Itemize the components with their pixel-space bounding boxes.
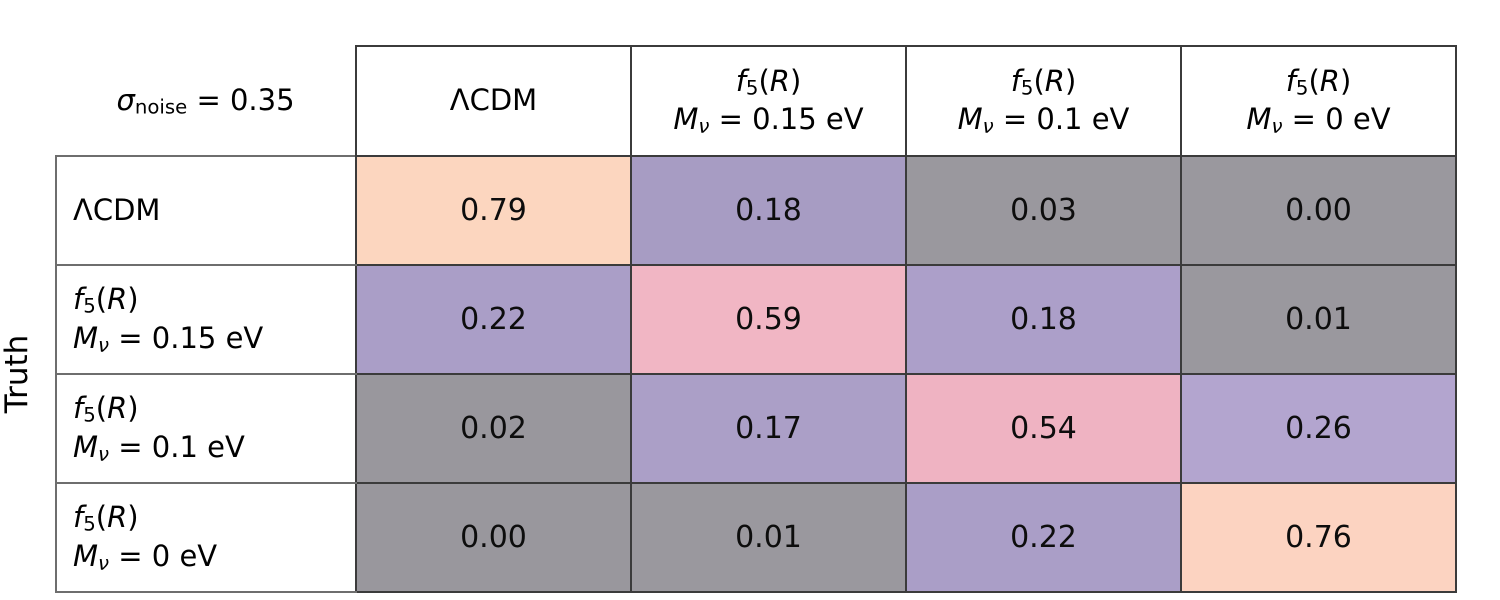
column-header-f5r-0ev: f5(R) Mν = 0 eV xyxy=(1180,45,1457,157)
row-header-line: f5(R) xyxy=(73,282,139,318)
matrix-cell-r2c1: 0.22 xyxy=(355,264,632,375)
row-header-f5r-015ev: f5(R) Mν = 0.15 eV xyxy=(55,264,357,375)
column-header-line: f5(R) xyxy=(1285,63,1352,100)
column-header-line: ΛCDM xyxy=(449,83,538,118)
row-header-line: Mν = 0 eV xyxy=(73,538,218,575)
matrix-cell-r4c4: 0.76 xyxy=(1180,482,1457,593)
row-header-line: ΛCDM xyxy=(73,192,161,227)
y-axis-label-truth: Truth xyxy=(0,334,35,414)
row-header-line: f5(R) xyxy=(73,391,139,427)
column-header-lcdm: ΛCDM xyxy=(355,45,632,157)
header-row: σnoise = 0.35 ΛCDM f5(R) Mν = 0.15 eV f5… xyxy=(56,45,1457,157)
matrix-cell-r3c2: 0.17 xyxy=(630,373,907,484)
column-header-f5r-01ev: f5(R) Mν = 0.1 eV xyxy=(905,45,1182,157)
noise-level-label: σnoise = 0.35 xyxy=(116,82,295,119)
row-header-line: Mν = 0.1 eV xyxy=(73,429,245,466)
matrix-cell-r3c1: 0.02 xyxy=(355,373,632,484)
column-header-line: f5(R) xyxy=(1010,63,1077,100)
row-header-f5r-0ev: f5(R) Mν = 0 eV xyxy=(55,482,357,593)
matrix-cell-r3c4: 0.26 xyxy=(1180,373,1457,484)
column-header-line: Mν = 0 eV xyxy=(1246,102,1391,138)
column-header-f5r-015ev: f5(R) Mν = 0.15 eV xyxy=(630,45,907,157)
matrix-cell-r2c2: 0.59 xyxy=(630,264,907,375)
matrix-row-f5r-015ev: f5(R) Mν = 0.15 eV 0.22 0.59 0.18 0.01 xyxy=(55,264,1457,375)
column-header-line: Mν = 0.1 eV xyxy=(957,102,1130,138)
matrix-cell-r4c2: 0.01 xyxy=(630,482,907,593)
matrix-cell-r3c3: 0.54 xyxy=(905,373,1182,484)
row-header-line: Mν = 0.15 eV xyxy=(73,320,264,357)
row-header-f5r-01ev: f5(R) Mν = 0.1 eV xyxy=(55,373,357,484)
matrix-cell-r4c1: 0.00 xyxy=(355,482,632,593)
row-header-line: f5(R) xyxy=(73,500,139,536)
matrix-cell-r2c3: 0.18 xyxy=(905,264,1182,375)
matrix-row-f5r-0ev: f5(R) Mν = 0 eV 0.00 0.01 0.22 0.76 xyxy=(55,482,1457,593)
confusion-matrix-table: σnoise = 0.35 ΛCDM f5(R) Mν = 0.15 eV f5… xyxy=(55,45,1457,593)
matrix-row-lcdm: ΛCDM 0.79 0.18 0.03 0.00 xyxy=(55,155,1457,266)
matrix-cell-r1c3: 0.03 xyxy=(905,155,1182,266)
matrix-cell-r1c4: 0.00 xyxy=(1180,155,1457,266)
matrix-cell-r1c1: 0.79 xyxy=(355,155,632,266)
column-header-line: f5(R) xyxy=(735,63,802,100)
matrix-cell-r4c3: 0.22 xyxy=(905,482,1182,593)
matrix-cell-r1c2: 0.18 xyxy=(630,155,907,266)
matrix-row-f5r-01ev: f5(R) Mν = 0.1 eV 0.02 0.17 0.54 0.26 xyxy=(55,373,1457,484)
matrix-cell-r2c4: 0.01 xyxy=(1180,264,1457,375)
column-header-line: Mν = 0.15 eV xyxy=(673,102,864,138)
row-header-lcdm: ΛCDM xyxy=(55,155,357,266)
